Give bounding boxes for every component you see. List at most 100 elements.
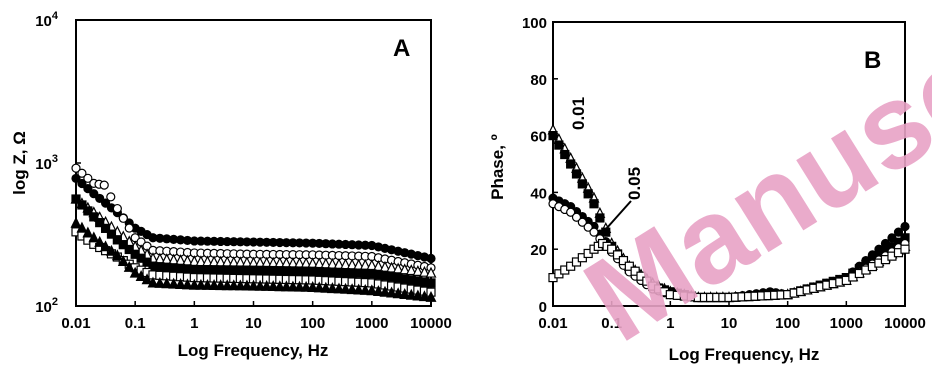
- data-point: [333, 282, 345, 294]
- data-point: [379, 285, 391, 297]
- data-point: [320, 281, 332, 293]
- data-point: [874, 244, 884, 254]
- x-tick-label: 100: [775, 315, 800, 332]
- data-point: [82, 226, 94, 238]
- data-point: [583, 222, 593, 232]
- data-point: [353, 283, 365, 295]
- data-point: [241, 279, 253, 291]
- x-tick-label: 0.1: [125, 315, 146, 332]
- panel-b-x-axis-label: Log Frequency, Hz: [669, 345, 820, 364]
- data-point: [399, 263, 411, 275]
- data-point: [636, 271, 646, 281]
- x-tick-label: 1000: [830, 315, 863, 332]
- panel-a-label: A: [393, 35, 410, 62]
- data-point: [261, 279, 273, 291]
- data-point: [554, 140, 564, 150]
- data-point: [880, 238, 891, 249]
- data-point: [386, 286, 398, 298]
- data-point: [274, 280, 286, 292]
- data-point: [100, 223, 111, 233]
- panel-b-y-axis-label: Phase, º: [488, 134, 507, 200]
- data-point: [77, 200, 87, 210]
- data-point: [124, 244, 134, 255]
- data-point: [618, 255, 629, 266]
- data-point: [577, 217, 587, 227]
- data-point: [123, 260, 135, 272]
- data-point: [83, 173, 93, 183]
- x-tick-label: 10: [245, 315, 262, 332]
- x-tick-label: 10000: [410, 315, 452, 332]
- data-point: [426, 253, 436, 264]
- data-point: [340, 282, 352, 294]
- data-point: [326, 282, 338, 294]
- data-point: [135, 269, 147, 281]
- data-point: [124, 223, 134, 233]
- data-point: [287, 280, 299, 292]
- data-point: [386, 261, 398, 273]
- x-tick-label: 10: [721, 315, 738, 332]
- data-point: [630, 266, 640, 276]
- data-point: [867, 250, 878, 260]
- data-point: [405, 264, 417, 276]
- data-point: [195, 278, 207, 290]
- data-point: [566, 159, 576, 169]
- data-point: [88, 231, 100, 243]
- data-point: [612, 250, 623, 260]
- annotation-arrow-line: [605, 200, 632, 230]
- panel-a-series-5: [70, 216, 437, 302]
- x-tick-label: 10000: [884, 315, 926, 332]
- panel-a-series-0: [71, 173, 436, 264]
- data-point: [141, 273, 153, 285]
- data-point: [112, 235, 122, 245]
- data-point: [300, 280, 312, 292]
- data-point: [571, 169, 582, 179]
- data-point: [379, 260, 391, 272]
- data-point: [77, 168, 87, 178]
- data-point: [71, 194, 81, 204]
- y-tick-label: 20: [530, 242, 547, 259]
- data-point: [372, 285, 384, 297]
- data-point: [254, 279, 266, 291]
- data-point: [215, 279, 227, 291]
- data-point: [280, 280, 292, 292]
- data-point: [95, 218, 105, 228]
- y-tick-label: 80: [530, 72, 547, 89]
- data-point: [893, 227, 904, 237]
- panel-a-y-axis-label: log Z, Ω: [10, 131, 29, 195]
- data-point: [111, 249, 123, 261]
- data-point: [71, 173, 81, 184]
- y-tick-label: 40: [530, 185, 547, 202]
- data-point: [560, 149, 570, 160]
- data-point: [221, 279, 233, 291]
- y-tick-label: 100: [522, 15, 547, 32]
- data-point: [100, 240, 112, 252]
- data-point: [100, 198, 111, 208]
- data-point: [418, 265, 430, 277]
- data-point: [642, 276, 652, 286]
- panel-a-x-ticks: 0.01 0.1 1 10 100 1000 10000: [61, 301, 452, 332]
- data-point: [412, 265, 424, 276]
- panel-b: 0 20 40 60 80 100 0.01 0.1 1 10 100 1000 10000 B 0.…: [488, 15, 926, 364]
- data-point: [418, 290, 430, 302]
- panel-a-data-points: [70, 163, 437, 302]
- y-tick-label: 60: [530, 129, 547, 146]
- data-point: [112, 203, 122, 214]
- panel-a-y-ticks: 102 103 104: [35, 10, 81, 316]
- y-tick-label: 102: [35, 296, 58, 316]
- x-tick-label: 0.1: [601, 315, 622, 332]
- y-tick-label: 103: [35, 153, 58, 173]
- data-point: [89, 189, 99, 199]
- data-point: [202, 278, 213, 290]
- data-point: [566, 207, 576, 217]
- data-point: [900, 244, 910, 254]
- data-point: [405, 288, 417, 300]
- x-tick-label: 0.01: [61, 315, 90, 332]
- panel-a-x-axis-label: Log Frequency, Hz: [178, 341, 329, 360]
- data-point: [154, 276, 166, 288]
- data-point: [83, 206, 93, 216]
- panel-a: 102 103 104 0.01 0.1 1 10 100 1000 10000 A Log F…: [10, 10, 452, 360]
- data-point: [595, 213, 605, 223]
- data-point: [248, 279, 259, 291]
- data-point: [99, 180, 109, 190]
- data-point: [887, 233, 897, 243]
